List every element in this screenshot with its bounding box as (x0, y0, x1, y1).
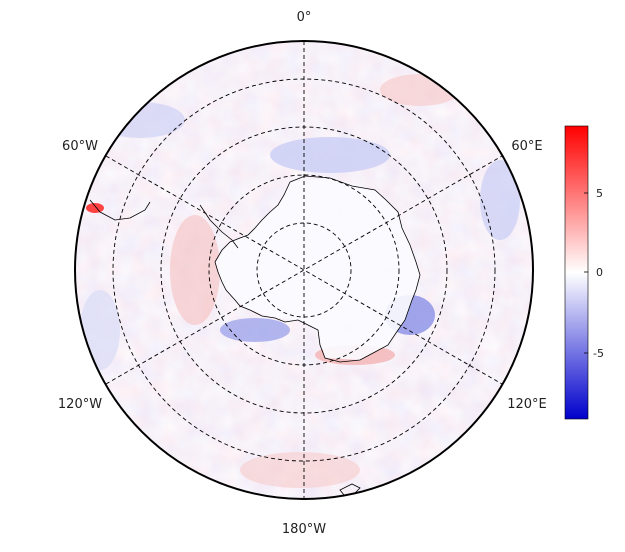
meridian-label-upper-left: 60°W (62, 139, 98, 154)
meridian-label-upper-right: 60°E (511, 139, 542, 154)
coastlines (89, 175, 421, 496)
meridian-label-top: 0° (297, 10, 312, 25)
anomaly-field (75, 41, 533, 499)
colorbar-tick-5: 5 (596, 187, 603, 200)
meridian-label-lower-left: 120°W (58, 397, 102, 412)
meridian-label-bottom: 180°W (282, 522, 326, 537)
graticule (105, 41, 503, 499)
colorbar-gradient (564, 125, 589, 420)
colorbar-tick-0: 0 (596, 266, 603, 279)
map-boundary (74, 40, 534, 500)
colorbar: 5 0 -5 (564, 125, 604, 420)
meridian-label-lower-right: 120°E (507, 397, 547, 412)
colorbar-tick-neg5: -5 (593, 347, 604, 360)
